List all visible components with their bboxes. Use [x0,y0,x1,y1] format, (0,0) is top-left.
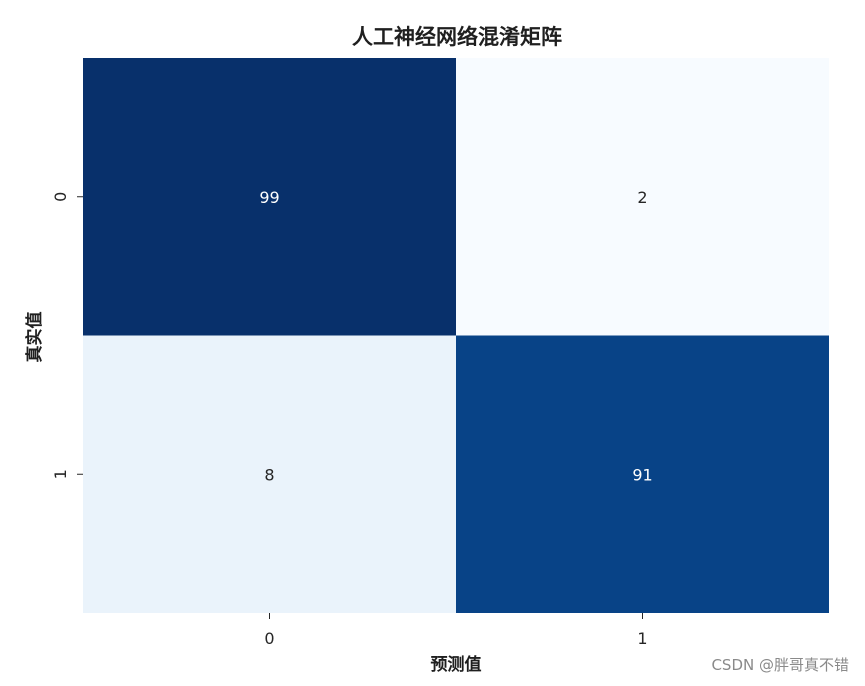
cell-value-0-0: 99 [259,188,279,207]
x-axis-label: 预测值 [431,654,482,675]
cell-value-1-1: 91 [632,465,652,484]
cell-value-1-0: 8 [264,465,274,484]
cell-value-0-1: 2 [637,188,647,207]
y-tick-label-0: 0 [51,192,70,202]
heatmap-cell-0-0 [83,58,456,336]
x-tick-label-1: 1 [637,629,647,648]
x-tick-label-0: 0 [264,629,274,648]
heatmap-cell-1-1 [456,335,829,613]
y-axis-ticks: 01 [51,192,83,479]
heatmap-cell-0-1 [456,58,829,336]
y-tick-label-1: 1 [51,469,70,479]
heatmap-cell-1-0 [83,335,456,613]
y-axis-label: 真实值 [24,312,45,363]
chart-title: 人工神经网络混淆矩阵 [352,25,562,49]
cell-annotations: 99 2 8 91 [259,188,652,485]
watermark: CSDN @胖哥真不错 [711,656,849,674]
heatmap-cells [83,58,829,613]
